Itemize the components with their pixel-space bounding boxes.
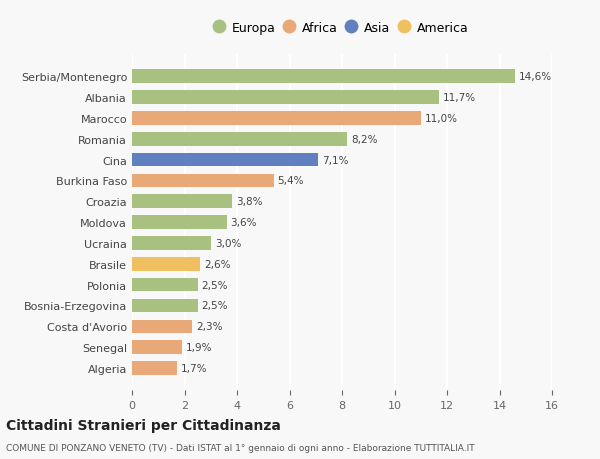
Text: 3,6%: 3,6% bbox=[230, 218, 257, 228]
Bar bbox=[132, 216, 227, 230]
Bar bbox=[132, 153, 319, 167]
Text: 3,0%: 3,0% bbox=[215, 238, 241, 248]
Text: 2,5%: 2,5% bbox=[202, 280, 228, 290]
Text: 7,1%: 7,1% bbox=[322, 155, 349, 165]
Text: Cittadini Stranieri per Cittadinanza: Cittadini Stranieri per Cittadinanza bbox=[6, 418, 281, 432]
Bar bbox=[132, 112, 421, 125]
Bar bbox=[132, 70, 515, 84]
Text: 2,3%: 2,3% bbox=[196, 322, 223, 331]
Bar bbox=[132, 174, 274, 188]
Text: 11,7%: 11,7% bbox=[443, 93, 476, 103]
Legend: Europa, Africa, Asia, America: Europa, Africa, Asia, America bbox=[212, 18, 472, 38]
Text: 3,8%: 3,8% bbox=[236, 197, 262, 207]
Text: 11,0%: 11,0% bbox=[425, 114, 458, 123]
Bar bbox=[132, 195, 232, 208]
Text: 1,7%: 1,7% bbox=[181, 363, 207, 373]
Text: 2,5%: 2,5% bbox=[202, 301, 228, 311]
Bar bbox=[132, 278, 197, 292]
Text: 14,6%: 14,6% bbox=[519, 72, 553, 82]
Bar bbox=[132, 237, 211, 250]
Bar bbox=[132, 361, 176, 375]
Bar bbox=[132, 257, 200, 271]
Text: 1,9%: 1,9% bbox=[186, 342, 212, 353]
Text: 2,6%: 2,6% bbox=[204, 259, 230, 269]
Bar bbox=[132, 341, 182, 354]
Text: 5,4%: 5,4% bbox=[278, 176, 304, 186]
Text: 8,2%: 8,2% bbox=[351, 134, 377, 145]
Bar bbox=[132, 299, 197, 313]
Text: COMUNE DI PONZANO VENETO (TV) - Dati ISTAT al 1° gennaio di ogni anno - Elaboraz: COMUNE DI PONZANO VENETO (TV) - Dati IST… bbox=[6, 443, 475, 452]
Bar bbox=[132, 133, 347, 146]
Bar bbox=[132, 91, 439, 105]
Bar bbox=[132, 320, 193, 333]
